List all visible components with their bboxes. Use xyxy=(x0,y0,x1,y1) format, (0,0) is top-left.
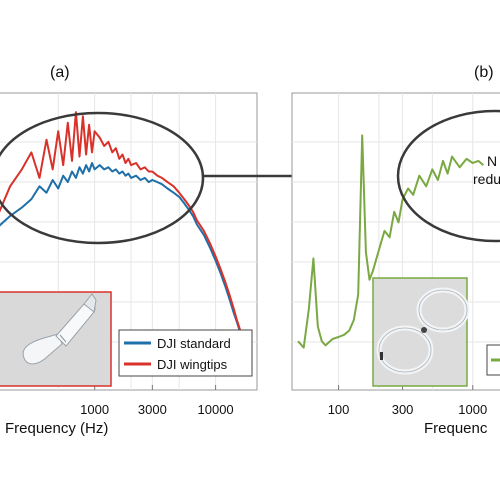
legend-label-wingtips: DJI wingtips xyxy=(157,357,228,372)
panel-b-lines xyxy=(297,134,485,349)
x-tick-label: 1000 xyxy=(80,402,109,417)
legend: DJI standard DJI wingtips xyxy=(118,329,253,377)
x-tick-label: 1000 xyxy=(458,402,487,417)
panel-a-label: (a) xyxy=(50,64,70,81)
panel-a-lines xyxy=(0,111,251,365)
x-tick-label: 3000 xyxy=(138,402,167,417)
series-line-panel-b xyxy=(297,134,485,349)
callout-line-2: redu xyxy=(473,171,500,187)
panel-b-xlabel: Frequenc xyxy=(424,420,488,437)
panel-b-grid xyxy=(292,93,500,390)
highlight-ellipse-b xyxy=(396,109,500,243)
x-tick-label: 100 xyxy=(328,402,350,417)
panel-a-ticks: 1000 3000 10000 xyxy=(80,385,234,417)
propeller-wingtip-inset xyxy=(0,291,112,387)
callout-line-1: N xyxy=(487,153,497,169)
highlight-ellipse-a xyxy=(0,111,205,245)
panel-b-label: (b) xyxy=(474,64,494,81)
panel-b: 100 300 1000 (b) Frequenc N redu xyxy=(291,64,500,437)
legend-b xyxy=(486,344,500,376)
x-tick-label: 10000 xyxy=(198,402,234,417)
panel-a-xlabel: Frequency (Hz) xyxy=(5,420,108,437)
legend-label-standard: DJI standard xyxy=(157,336,231,351)
panel-a-grid xyxy=(0,93,257,390)
toroidal-propeller-inset xyxy=(372,277,470,387)
series-line-dji-standard xyxy=(0,162,251,363)
panel-b-ticks: 100 300 1000 xyxy=(328,385,487,417)
x-tick-label: 300 xyxy=(392,402,414,417)
panel-a: 1000 3000 10000 (a) Frequency (Hz) DJI sta… xyxy=(0,64,258,437)
series-line-dji-wingtips xyxy=(0,111,251,365)
